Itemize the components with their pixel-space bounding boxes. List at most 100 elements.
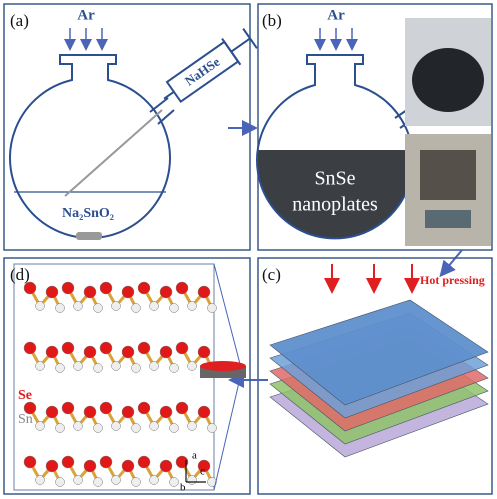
gas-arrows <box>320 28 352 48</box>
se-atom <box>176 402 188 414</box>
sn-atom <box>150 422 159 431</box>
se-atom <box>84 460 96 472</box>
sn-atom <box>188 362 197 371</box>
sn-atom <box>170 478 179 487</box>
flask-b <box>255 55 415 250</box>
press-label: Hot pressing <box>420 273 485 287</box>
se-atom <box>122 460 134 472</box>
panel-label: (b) <box>262 11 282 30</box>
product-label: nanoplates <box>292 194 378 216</box>
layer-stack <box>270 300 488 457</box>
se-atom <box>100 282 112 294</box>
sn-atom <box>94 364 103 373</box>
crystal-structure <box>24 282 217 487</box>
se-atom <box>138 342 150 354</box>
step-arrow <box>442 250 462 274</box>
panel-label: (a) <box>10 11 29 30</box>
se-atom <box>122 286 134 298</box>
se-atom <box>160 286 172 298</box>
se-atom <box>176 282 188 294</box>
se-atom <box>24 342 36 354</box>
se-atom <box>138 456 150 468</box>
sn-atom <box>36 476 45 485</box>
sn-atom <box>94 304 103 313</box>
se-atom <box>160 460 172 472</box>
gas-label: Ar <box>77 7 95 23</box>
se-atom <box>24 456 36 468</box>
se-atom <box>122 346 134 358</box>
sn-atom <box>74 302 83 311</box>
sn-atom <box>112 362 121 371</box>
se-atom <box>122 406 134 418</box>
press-arrows <box>332 264 412 290</box>
sn-atom <box>74 422 83 431</box>
se-atom <box>100 402 112 414</box>
atom-label: Se <box>18 388 32 403</box>
sn-atom <box>188 302 197 311</box>
figure: (a) Ar NaHSe Na₂SnO₂ (b) Ar SnSe nanopla… <box>0 0 497 499</box>
sn-atom <box>208 424 217 433</box>
se-atom <box>84 286 96 298</box>
gas-arrows <box>70 28 102 48</box>
se-atom <box>176 342 188 354</box>
se-atom <box>84 406 96 418</box>
sn-atom <box>56 364 65 373</box>
axis-label: b <box>180 482 186 494</box>
sn-atom <box>36 362 45 371</box>
se-atom <box>46 346 58 358</box>
se-atom <box>138 402 150 414</box>
sn-atom <box>112 422 121 431</box>
se-atom <box>138 282 150 294</box>
sn-atom <box>170 364 179 373</box>
sn-atom <box>112 476 121 485</box>
panel-label: (c) <box>262 265 281 284</box>
sn-atom <box>208 304 217 313</box>
se-atom <box>160 346 172 358</box>
se-atom <box>198 406 210 418</box>
axis-label: c <box>200 466 205 478</box>
se-atom <box>62 282 74 294</box>
se-atom <box>84 346 96 358</box>
se-atom <box>62 402 74 414</box>
sn-atom <box>170 424 179 433</box>
sn-atom <box>94 424 103 433</box>
se-atom <box>46 460 58 472</box>
se-atom <box>100 456 112 468</box>
se-atom <box>100 342 112 354</box>
sn-atom <box>36 422 45 431</box>
sn-atom <box>132 478 141 487</box>
se-atom <box>46 406 58 418</box>
sn-atom <box>56 304 65 313</box>
sn-atom <box>132 304 141 313</box>
sn-atom <box>94 478 103 487</box>
sn-atom <box>132 424 141 433</box>
atom-label: Sn <box>18 412 33 427</box>
gas-label: Ar <box>327 7 345 23</box>
se-atom <box>62 342 74 354</box>
sn-atom <box>74 362 83 371</box>
sn-atom <box>188 476 197 485</box>
se-atom <box>198 346 210 358</box>
sn-atom <box>36 302 45 311</box>
se-atom <box>46 286 58 298</box>
syringe: NaHSe <box>155 25 259 111</box>
syringe-label: NaHSe <box>182 54 223 89</box>
sn-atom <box>150 302 159 311</box>
axis-label: a <box>192 450 197 462</box>
sn-atom <box>188 422 197 431</box>
se-atom <box>160 406 172 418</box>
se-atom <box>198 286 210 298</box>
solution-label: Na₂SnO₂ <box>62 206 114 221</box>
sn-atom <box>56 424 65 433</box>
panel-label: (d) <box>10 265 30 284</box>
sn-atom <box>74 476 83 485</box>
sn-atom <box>170 304 179 313</box>
sn-atom <box>150 476 159 485</box>
se-atom <box>62 456 74 468</box>
panel-a-frame <box>4 4 250 250</box>
sn-atom <box>112 302 121 311</box>
sn-atom <box>132 364 141 373</box>
sn-atom <box>56 478 65 487</box>
sn-atom <box>150 362 159 371</box>
product-label: SnSe <box>314 168 355 190</box>
